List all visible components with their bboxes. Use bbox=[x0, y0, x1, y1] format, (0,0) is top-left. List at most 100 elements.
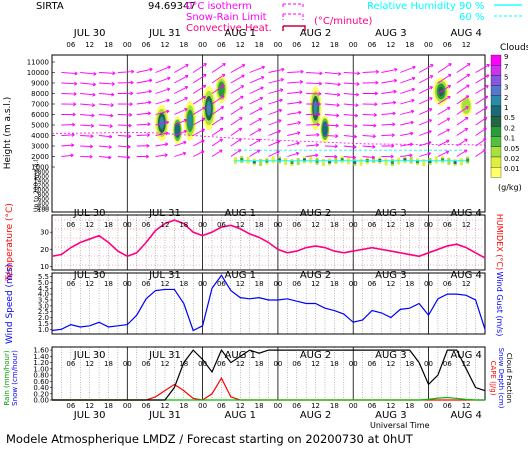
wind-arrow bbox=[456, 84, 470, 94]
wind-hour-label: 12 bbox=[386, 280, 395, 288]
snow-ylabel: Snow (cm/hour) bbox=[11, 350, 19, 406]
colorbar-swatch bbox=[490, 167, 502, 178]
wind-arrow-head bbox=[147, 122, 151, 127]
wind-arrow-head bbox=[482, 138, 487, 142]
rain-ytick-label: 1.60 bbox=[33, 347, 49, 355]
wind-arrow bbox=[268, 150, 280, 157]
wind-arrow bbox=[211, 63, 226, 73]
wind-arrow bbox=[418, 108, 433, 115]
temperature-point bbox=[183, 223, 185, 224]
wind-arrow-head bbox=[356, 71, 361, 76]
wind-speed-point bbox=[352, 321, 354, 323]
colorbar-unit: (g/kg) bbox=[498, 183, 522, 192]
axis-layer: JUL 30 JUL 30 JUL 30 JUL 30 JUL 30 JUL 31 JUL … bbox=[27, 28, 482, 421]
wind-arrow-head bbox=[167, 76, 171, 81]
wind-arrow-head bbox=[130, 91, 134, 96]
wind-arrow bbox=[174, 108, 188, 115]
wind-arrow bbox=[117, 145, 131, 148]
wind-arrow-head bbox=[484, 106, 488, 110]
wind-arrow bbox=[381, 101, 396, 105]
rain-point bbox=[333, 399, 335, 401]
wind-arrow-head bbox=[446, 106, 451, 111]
colorbar-swatch bbox=[490, 54, 502, 66]
colorbar-swatch bbox=[490, 85, 502, 96]
wind-arrow bbox=[306, 82, 322, 85]
rain-point bbox=[108, 399, 109, 401]
temperature-point bbox=[249, 233, 251, 235]
top-hour-label: 12 bbox=[85, 41, 94, 49]
top-day-label: JUL 30 bbox=[73, 28, 106, 39]
wind-arrow-head bbox=[126, 155, 131, 160]
wind-arrow-head bbox=[427, 151, 431, 156]
wind-arrow-head bbox=[392, 111, 396, 116]
mid-hour-label: 12 bbox=[85, 221, 94, 229]
low-cloud-cell bbox=[359, 158, 363, 166]
wind-speed-point bbox=[381, 312, 382, 314]
wind-speed-ytick-label: 4.0 bbox=[38, 291, 49, 299]
wind-speed-point bbox=[296, 300, 298, 302]
wind-arrow-head bbox=[259, 96, 264, 101]
wind-arrow-head bbox=[353, 145, 357, 149]
mid-hour-label: 00 bbox=[424, 221, 433, 229]
wind-arrow bbox=[211, 95, 225, 105]
temperature-point bbox=[418, 255, 420, 257]
wind-arrow-head bbox=[409, 142, 413, 147]
temperature-point bbox=[136, 252, 138, 254]
rain-point bbox=[324, 349, 326, 351]
wind-arrow bbox=[400, 154, 413, 157]
temperature-point bbox=[117, 250, 119, 252]
bottom-hour-label: 12 bbox=[160, 402, 169, 410]
rain-point bbox=[183, 362, 185, 363]
wind-arrow bbox=[192, 106, 206, 115]
wind-arrow bbox=[381, 79, 397, 84]
wind-arrow-head bbox=[184, 75, 189, 79]
top-hour-label: 06 bbox=[66, 41, 75, 49]
wind-arrow-head bbox=[373, 113, 377, 117]
wind-hour-label: 06 bbox=[142, 280, 151, 288]
wind-arrow bbox=[136, 101, 152, 105]
top-day-label: JUL 31 bbox=[148, 28, 181, 39]
wind-arrow-head bbox=[300, 69, 304, 74]
rain-hour-label: 12 bbox=[386, 360, 395, 368]
temperature-point bbox=[61, 254, 62, 255]
cloud-low-ytick-label: 1800 bbox=[34, 169, 49, 176]
wind-arrow-head bbox=[89, 144, 93, 149]
wind-speed-point bbox=[399, 308, 401, 310]
wind-arrow-head bbox=[277, 129, 281, 134]
top-hour-label: 00 bbox=[123, 41, 132, 49]
rain-point bbox=[456, 349, 458, 351]
wind-arrow bbox=[306, 72, 323, 74]
mid-day-label: AUG 2 bbox=[300, 208, 331, 219]
wind-arrow-head bbox=[260, 86, 264, 91]
wind-arrow bbox=[456, 63, 471, 73]
wind-speed-point bbox=[277, 299, 279, 301]
cloud-low-ytick-label: 1200 bbox=[34, 182, 49, 189]
wind-arrow-head bbox=[281, 67, 285, 72]
colorbar-level-label: 0.5 bbox=[504, 114, 515, 122]
wind-arrow bbox=[99, 145, 112, 148]
mid-hour-label: 06 bbox=[217, 221, 226, 229]
wind-arrow bbox=[155, 99, 170, 105]
wind-arrow-head bbox=[445, 150, 450, 155]
cloud-low-ytick-label: 400 bbox=[38, 200, 50, 207]
mid-hour-label: 06 bbox=[142, 221, 151, 229]
rain-ytick-label: 1.00 bbox=[33, 365, 49, 373]
wind-arrow-head bbox=[202, 84, 207, 89]
rain-hour-label: 06 bbox=[292, 360, 301, 368]
wind-speed-point bbox=[258, 297, 260, 299]
wind-hour-label: 12 bbox=[236, 280, 245, 288]
wind-arrow bbox=[249, 97, 263, 105]
rain-hour-label: 00 bbox=[349, 360, 358, 368]
wind-speed-point bbox=[108, 326, 109, 328]
top-day-label: AUG 3 bbox=[375, 28, 406, 39]
wind-arrow bbox=[418, 152, 431, 157]
rain-point bbox=[437, 374, 439, 376]
wind-arrow-head bbox=[72, 122, 76, 127]
wind-arrow bbox=[324, 124, 339, 127]
wind-arrow-head bbox=[335, 123, 339, 128]
cloud-ytick-label: 6000 bbox=[31, 111, 49, 119]
wind-speed-point bbox=[475, 299, 476, 301]
wind-speed-ytick-label: 2.5 bbox=[38, 308, 49, 316]
rain-hour-label: 18 bbox=[405, 360, 414, 368]
